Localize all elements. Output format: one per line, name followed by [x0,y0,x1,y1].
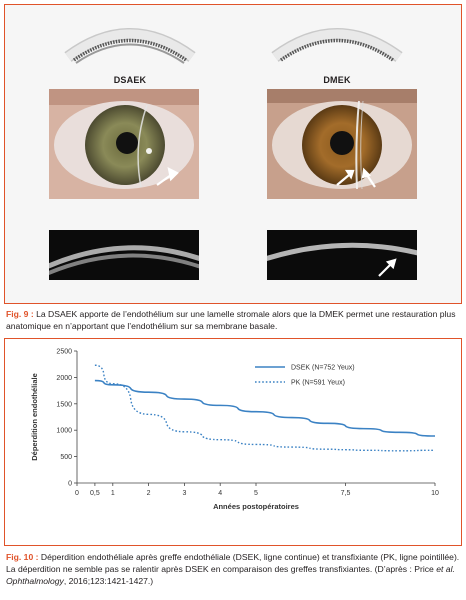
x-axis-title: Années postopératoires [213,502,299,511]
arrow-icon [156,167,179,186]
x-tick-label: 0 [75,490,79,497]
dsaek-label: DSAEK [113,75,147,85]
x-tick-label: 7,5 [341,490,351,497]
figure-10-caption-ref-close: , 2016;123:1421-1427.) [63,576,154,586]
figure-9-caption-prefix: Fig. 9 : [6,309,34,319]
dsaek-eye-photo [49,89,199,199]
figure-10-caption-ref-open: (D’après : Price [374,564,434,574]
figure-10-panel: 0 500 1000 1500 2000 2500 0 0,5 1 2 3 4 5 7,5 10 Années… [4,338,462,546]
y-tick-label: 0 [68,481,72,488]
series-line-dsek [94,379,436,437]
y-tick-label: 500 [60,454,72,461]
figure-10-caption-ref-italic: et al. Ophthalmology [6,564,455,586]
arrow-icon [336,169,355,186]
dsaek-oct-scan [49,230,199,280]
dsaek-graft-schematic [64,28,196,64]
arrow-icon [361,167,376,188]
arrow-icon [378,258,397,277]
dmek-label: DMEK [323,75,351,85]
x-tick-label: 1 [111,490,115,497]
x-tick-label: 5 [254,490,258,497]
figure-10-caption-text: Déperdition endothéliale après greffe en… [6,552,460,574]
figure-9-caption-text: La DSAEK apporte de l’endothélium sur un… [6,309,456,331]
y-tick-label: 2500 [56,349,72,356]
y-axis-title: Déperdition endothéliale [30,373,39,461]
legend-label: DSEK (N=752 Yeux) [291,365,355,372]
y-tick-label: 1000 [56,428,72,435]
y-tick-label: 1500 [56,401,72,408]
figure-10-caption: Fig. 10 : Déperdition endothéliale après… [6,551,460,587]
y-tick-label: 2000 [56,375,72,382]
x-tick-label: 3 [182,490,186,497]
dmek-oct-scan [267,230,417,280]
figure-9-caption: Fig. 9 : La DSAEK apporte de l’endothéli… [6,308,460,332]
x-tick-label: 2 [147,490,151,497]
x-tick-label: 4 [218,490,222,497]
x-tick-label: 0,5 [90,490,100,497]
legend-label: PK (N=591 Yeux) [291,380,345,387]
endothelial-loss-chart: 0 500 1000 1500 2000 2500 0 0,5 1 2 3 4 5 7,5 10 Années… [30,349,439,512]
series-line-pk [94,364,436,452]
x-tick-label: 10 [431,490,439,497]
dmek-eye-photo [267,89,417,199]
figure-9-panel: DSAEK DMEK [4,4,462,304]
dmek-graft-schematic [271,28,403,62]
figure-10-caption-prefix: Fig. 10 : [6,552,39,562]
